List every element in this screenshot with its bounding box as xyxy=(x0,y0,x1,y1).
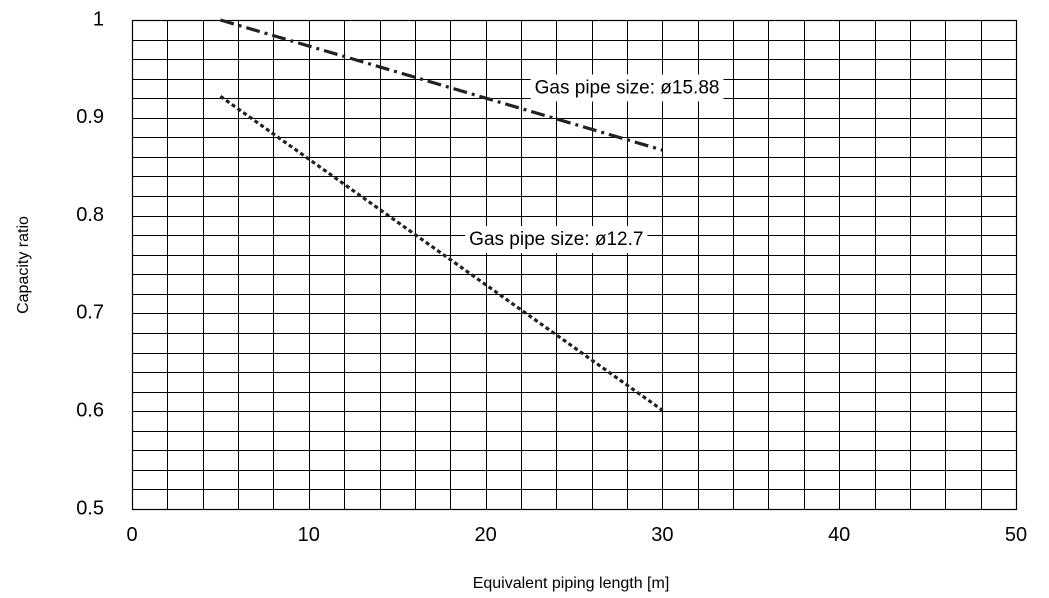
x-tick-label: 0 xyxy=(126,524,137,546)
grid xyxy=(131,19,1018,511)
x-tick-label: 40 xyxy=(828,524,850,546)
plot-frame xyxy=(131,19,1018,511)
x-tick-label: 20 xyxy=(474,524,496,546)
series-group xyxy=(219,18,664,412)
annotations: Gas pipe size: ø15.88 Gas pipe size: ø12.… xyxy=(465,74,724,254)
x-tick-label: 30 xyxy=(651,524,673,546)
y-tick-label: 0.7 xyxy=(76,302,104,324)
y-tick-label: 0.9 xyxy=(76,106,104,128)
x-axis-title: Equivalent piping length [m] xyxy=(473,575,670,592)
y-axis-title: Capacity ratio xyxy=(15,216,32,314)
tick-labels: 0 10 20 30 40 50 0.5 0.6 0.7 0.8 0.9 1 xyxy=(76,8,1027,546)
annotation-background xyxy=(530,74,724,102)
y-tick-label: 0.8 xyxy=(76,204,104,226)
y-tick-label: 1 xyxy=(93,8,104,30)
series-line-1 xyxy=(219,18,663,152)
x-tick-label: 50 xyxy=(1005,524,1027,546)
x-tick-label: 10 xyxy=(298,524,320,546)
annotation-background xyxy=(465,226,648,254)
y-tick-label: 0.6 xyxy=(76,399,104,421)
annotation-label-2: Gas pipe size: ø12.7 xyxy=(469,229,643,250)
y-tick-label: 0.5 xyxy=(76,497,104,519)
series-line-2 xyxy=(219,94,664,412)
annotation-label-1: Gas pipe size: ø15.88 xyxy=(535,77,720,98)
